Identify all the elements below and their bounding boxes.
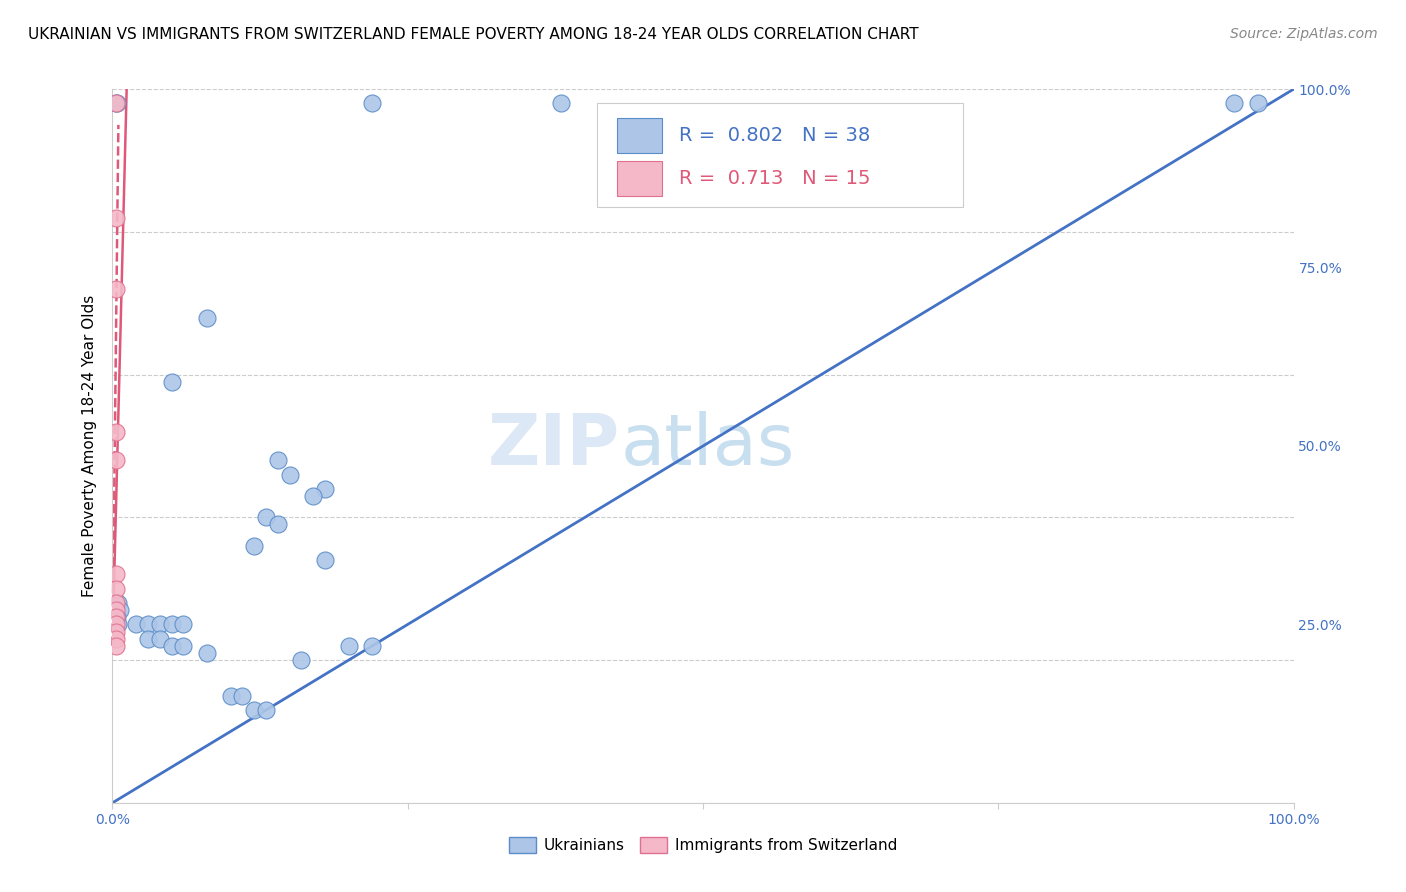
- Point: [267, 453, 290, 467]
- Y-axis label: Female Poverty Among 18-24 Year Olds: Female Poverty Among 18-24 Year Olds: [82, 295, 97, 597]
- Point: [105, 282, 128, 296]
- Text: R =  0.713   N = 15: R = 0.713 N = 15: [679, 169, 870, 188]
- Point: [105, 453, 128, 467]
- Point: [125, 617, 148, 632]
- Point: [136, 617, 159, 632]
- Point: [107, 617, 129, 632]
- Point: [314, 553, 336, 567]
- Point: [231, 689, 253, 703]
- Point: [105, 596, 128, 610]
- Point: [136, 632, 159, 646]
- Point: [160, 617, 183, 632]
- Text: Source: ZipAtlas.com: Source: ZipAtlas.com: [1230, 27, 1378, 41]
- FancyBboxPatch shape: [617, 161, 662, 196]
- Point: [105, 425, 128, 439]
- Point: [337, 639, 360, 653]
- Point: [105, 610, 128, 624]
- Point: [105, 617, 128, 632]
- Point: [108, 603, 131, 617]
- Point: [172, 617, 194, 632]
- Point: [195, 646, 218, 660]
- Point: [105, 567, 128, 582]
- Point: [550, 96, 572, 111]
- Point: [105, 603, 128, 617]
- Point: [267, 517, 290, 532]
- Point: [219, 689, 242, 703]
- Point: [361, 96, 384, 111]
- Point: [105, 624, 128, 639]
- Point: [105, 582, 128, 596]
- Text: atlas: atlas: [620, 411, 794, 481]
- Point: [105, 96, 128, 111]
- Legend: Ukrainians, Immigrants from Switzerland: Ukrainians, Immigrants from Switzerland: [502, 831, 904, 859]
- Text: ZIP: ZIP: [488, 411, 620, 481]
- Point: [149, 617, 172, 632]
- Point: [160, 375, 183, 389]
- Point: [243, 539, 266, 553]
- Point: [1223, 96, 1246, 111]
- Text: R =  0.802   N = 38: R = 0.802 N = 38: [679, 126, 870, 145]
- Point: [195, 310, 218, 325]
- Point: [254, 510, 277, 524]
- Point: [172, 639, 194, 653]
- Point: [302, 489, 325, 503]
- Point: [254, 703, 277, 717]
- Point: [105, 96, 128, 111]
- Point: [105, 610, 128, 624]
- Point: [361, 639, 384, 653]
- FancyBboxPatch shape: [596, 103, 963, 207]
- Point: [290, 653, 312, 667]
- Point: [278, 467, 301, 482]
- Point: [105, 96, 128, 111]
- Point: [314, 482, 336, 496]
- Point: [105, 639, 128, 653]
- Point: [243, 703, 266, 717]
- Point: [107, 596, 129, 610]
- FancyBboxPatch shape: [617, 118, 662, 153]
- Text: UKRAINIAN VS IMMIGRANTS FROM SWITZERLAND FEMALE POVERTY AMONG 18-24 YEAR OLDS CO: UKRAINIAN VS IMMIGRANTS FROM SWITZERLAND…: [28, 27, 918, 42]
- Point: [105, 211, 128, 225]
- Point: [160, 639, 183, 653]
- Point: [1247, 96, 1270, 111]
- Point: [149, 632, 172, 646]
- Point: [105, 632, 128, 646]
